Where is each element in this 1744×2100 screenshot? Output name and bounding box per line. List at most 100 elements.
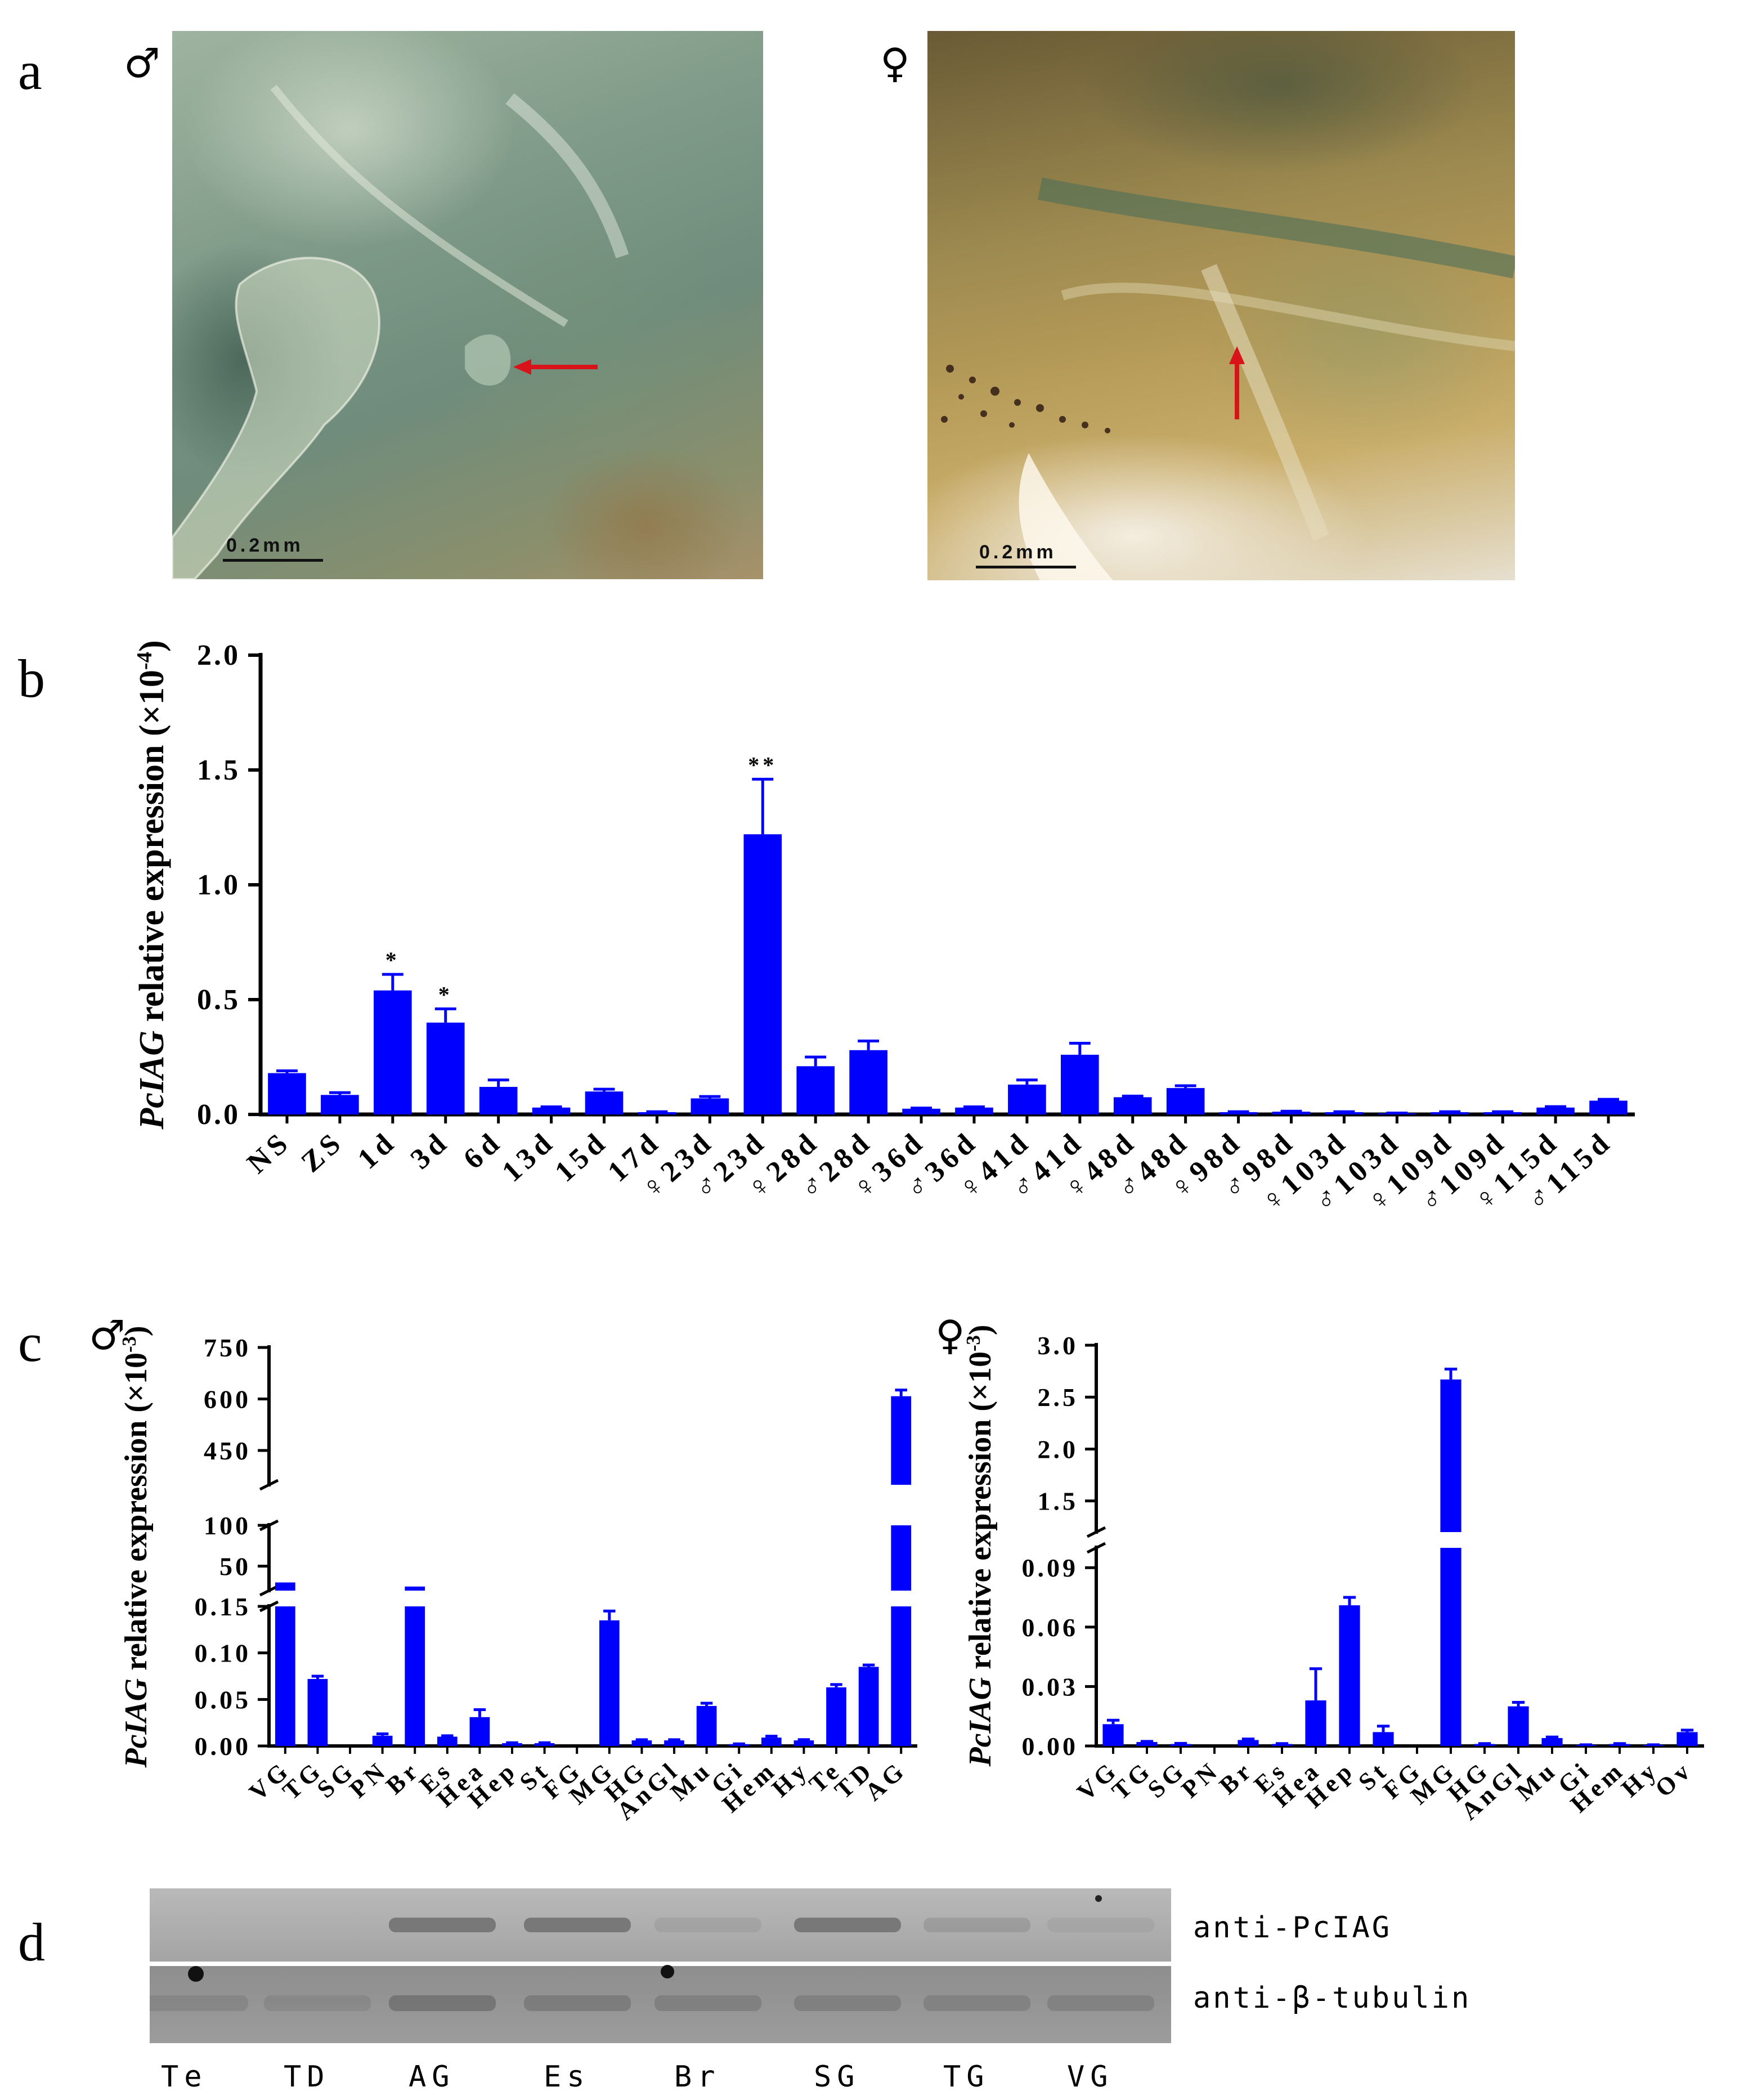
blot-band-tubulin (923, 1995, 1030, 2011)
c-female-bar (1136, 1741, 1158, 1746)
blot-band-tubulin (654, 1995, 761, 2011)
chart-b: 0.0 0.5 1.0 1.5 2.0 PcIAG relative expression… (133, 639, 1635, 1219)
b-bar (1008, 1084, 1046, 1114)
b-bar (1113, 1097, 1152, 1114)
b-bar (691, 1098, 729, 1114)
c-female-bar (1170, 1744, 1191, 1746)
blot-band-tubulin (794, 1995, 901, 2011)
c-female-ytick-label: 0.00 (1022, 1732, 1079, 1761)
b-bar (638, 1112, 676, 1114)
blot-lane-label: AG (409, 2060, 455, 2094)
b-bar (849, 1050, 887, 1114)
b-bar (532, 1107, 571, 1114)
female-micrograph-structures (941, 177, 1515, 580)
male-micrograph: 0.2mm (172, 31, 763, 579)
c-male-bar (275, 1582, 295, 1591)
blot-strip-tubulin (150, 1966, 1171, 2043)
c-male-bar (405, 1606, 425, 1746)
b-bar (1431, 1112, 1469, 1114)
b-bar (1536, 1107, 1575, 1114)
c-male-bar (599, 1620, 620, 1746)
b-ytick-label: 0.0 (197, 1099, 240, 1131)
blot-lane-label: TG (943, 2060, 990, 2094)
b-xtick-label: 1d (352, 1125, 403, 1176)
female-scale-bar (976, 566, 1076, 568)
c-male-bar (631, 1740, 652, 1746)
blot-speck (661, 1965, 674, 1978)
c-male-bar (405, 1586, 425, 1591)
b-significance: * (385, 947, 400, 973)
c-female-xtick-label: Ov (1650, 1756, 1698, 1802)
b-bar (426, 1022, 465, 1114)
b-xtick-label: 15d (549, 1125, 614, 1189)
c-female-bar (1305, 1700, 1326, 1746)
c-male-y-axis-label: PcIAG relative expression (×10-3) (118, 1326, 154, 1768)
c-male-bar (761, 1738, 782, 1746)
b-bar (585, 1091, 624, 1114)
c-male-ytick-label: 0.15 (195, 1592, 252, 1621)
b-bar (1060, 1054, 1099, 1114)
c-female-bar (1541, 1738, 1563, 1746)
b-bar (1589, 1100, 1628, 1114)
b-ytick-label: 2.0 (197, 639, 240, 671)
c-male-ytick-label: 0.10 (195, 1639, 252, 1668)
c-female-y-axis-label: PcIAG relative expression (×10-3) (962, 1324, 998, 1767)
b-bar (1219, 1112, 1258, 1114)
blot-band-pciag (524, 1918, 631, 1932)
blot-speck (1095, 1895, 1102, 1902)
blot-lane-label: VG (1067, 2060, 1114, 2094)
c-male-ytick-label: 0.00 (195, 1732, 252, 1761)
c-male-ytick-label: 600 (204, 1385, 251, 1414)
blot-lane-label: SG (814, 2060, 860, 2094)
c-male-bar (696, 1705, 717, 1746)
b-xtick-label: 13d (496, 1125, 561, 1189)
b-xtick-label: 3d (405, 1125, 456, 1176)
b-bar (1325, 1112, 1364, 1114)
western-blot (150, 1888, 1171, 2043)
blot-band-tubulin (150, 1995, 248, 2011)
b-xtick-label: NS (241, 1125, 297, 1180)
blot-bands (150, 1895, 1154, 2011)
c-male-ytick-label: 50 (219, 1552, 251, 1581)
b-bar (743, 834, 782, 1114)
c-male-bar (372, 1735, 393, 1746)
female-pigment-spots (941, 365, 1110, 433)
c-male-ytick-label: 0.05 (195, 1685, 252, 1714)
b-significance: * (438, 982, 453, 1007)
male-arrow-icon (513, 359, 598, 375)
panel-b-letter: b (18, 648, 45, 709)
b-bar (796, 1066, 835, 1114)
c-male-bar (858, 1667, 879, 1746)
male-scale-bar (223, 559, 323, 562)
c-male-ytick-label: 750 (204, 1333, 251, 1362)
c-female-bar (1440, 1379, 1461, 1532)
c-male-bar (891, 1606, 912, 1746)
chart-c-female: 0.00 0.03 0.06 0.09 1.5 2.0 2.5 3.0 PcIAG relati… (962, 1324, 1704, 1825)
c-female-ytick-label: 0.03 (1022, 1672, 1079, 1701)
blot-label-pciag: anti-PcIAG (1193, 1911, 1392, 1945)
c-male-bar (275, 1606, 295, 1746)
b-bar (321, 1095, 359, 1114)
c-female-ytick-label: 2.5 (1038, 1383, 1079, 1412)
blot-lane-label: TD (284, 2060, 330, 2094)
male-micrograph-structures (172, 84, 629, 579)
c-male-bar (793, 1740, 814, 1746)
c-female-bar (1373, 1732, 1394, 1746)
female-arrow-icon (1229, 346, 1245, 419)
c-female-bar (1508, 1706, 1529, 1746)
c-male-bar (891, 1525, 912, 1591)
c-male-bar (469, 1717, 490, 1746)
c-female-bar (1102, 1724, 1124, 1746)
c-female-ytick-label: 1.5 (1038, 1487, 1079, 1516)
c-male-axis-break (259, 1584, 279, 1613)
blot-lane-label: Te (161, 2060, 208, 2094)
female-symbol: ♀ (880, 39, 910, 87)
c-female-ytick-label: 0.06 (1022, 1613, 1079, 1642)
c-male-ytick-label: 450 (204, 1436, 251, 1465)
c-male-bar (437, 1736, 458, 1746)
b-ytick-label: 1.5 (197, 754, 240, 786)
blot-band-tubulin (524, 1995, 631, 2011)
panel-d-letter: d (18, 1912, 45, 1972)
c-male-bar (891, 1396, 912, 1485)
c-female-axis-break (1086, 1526, 1106, 1554)
